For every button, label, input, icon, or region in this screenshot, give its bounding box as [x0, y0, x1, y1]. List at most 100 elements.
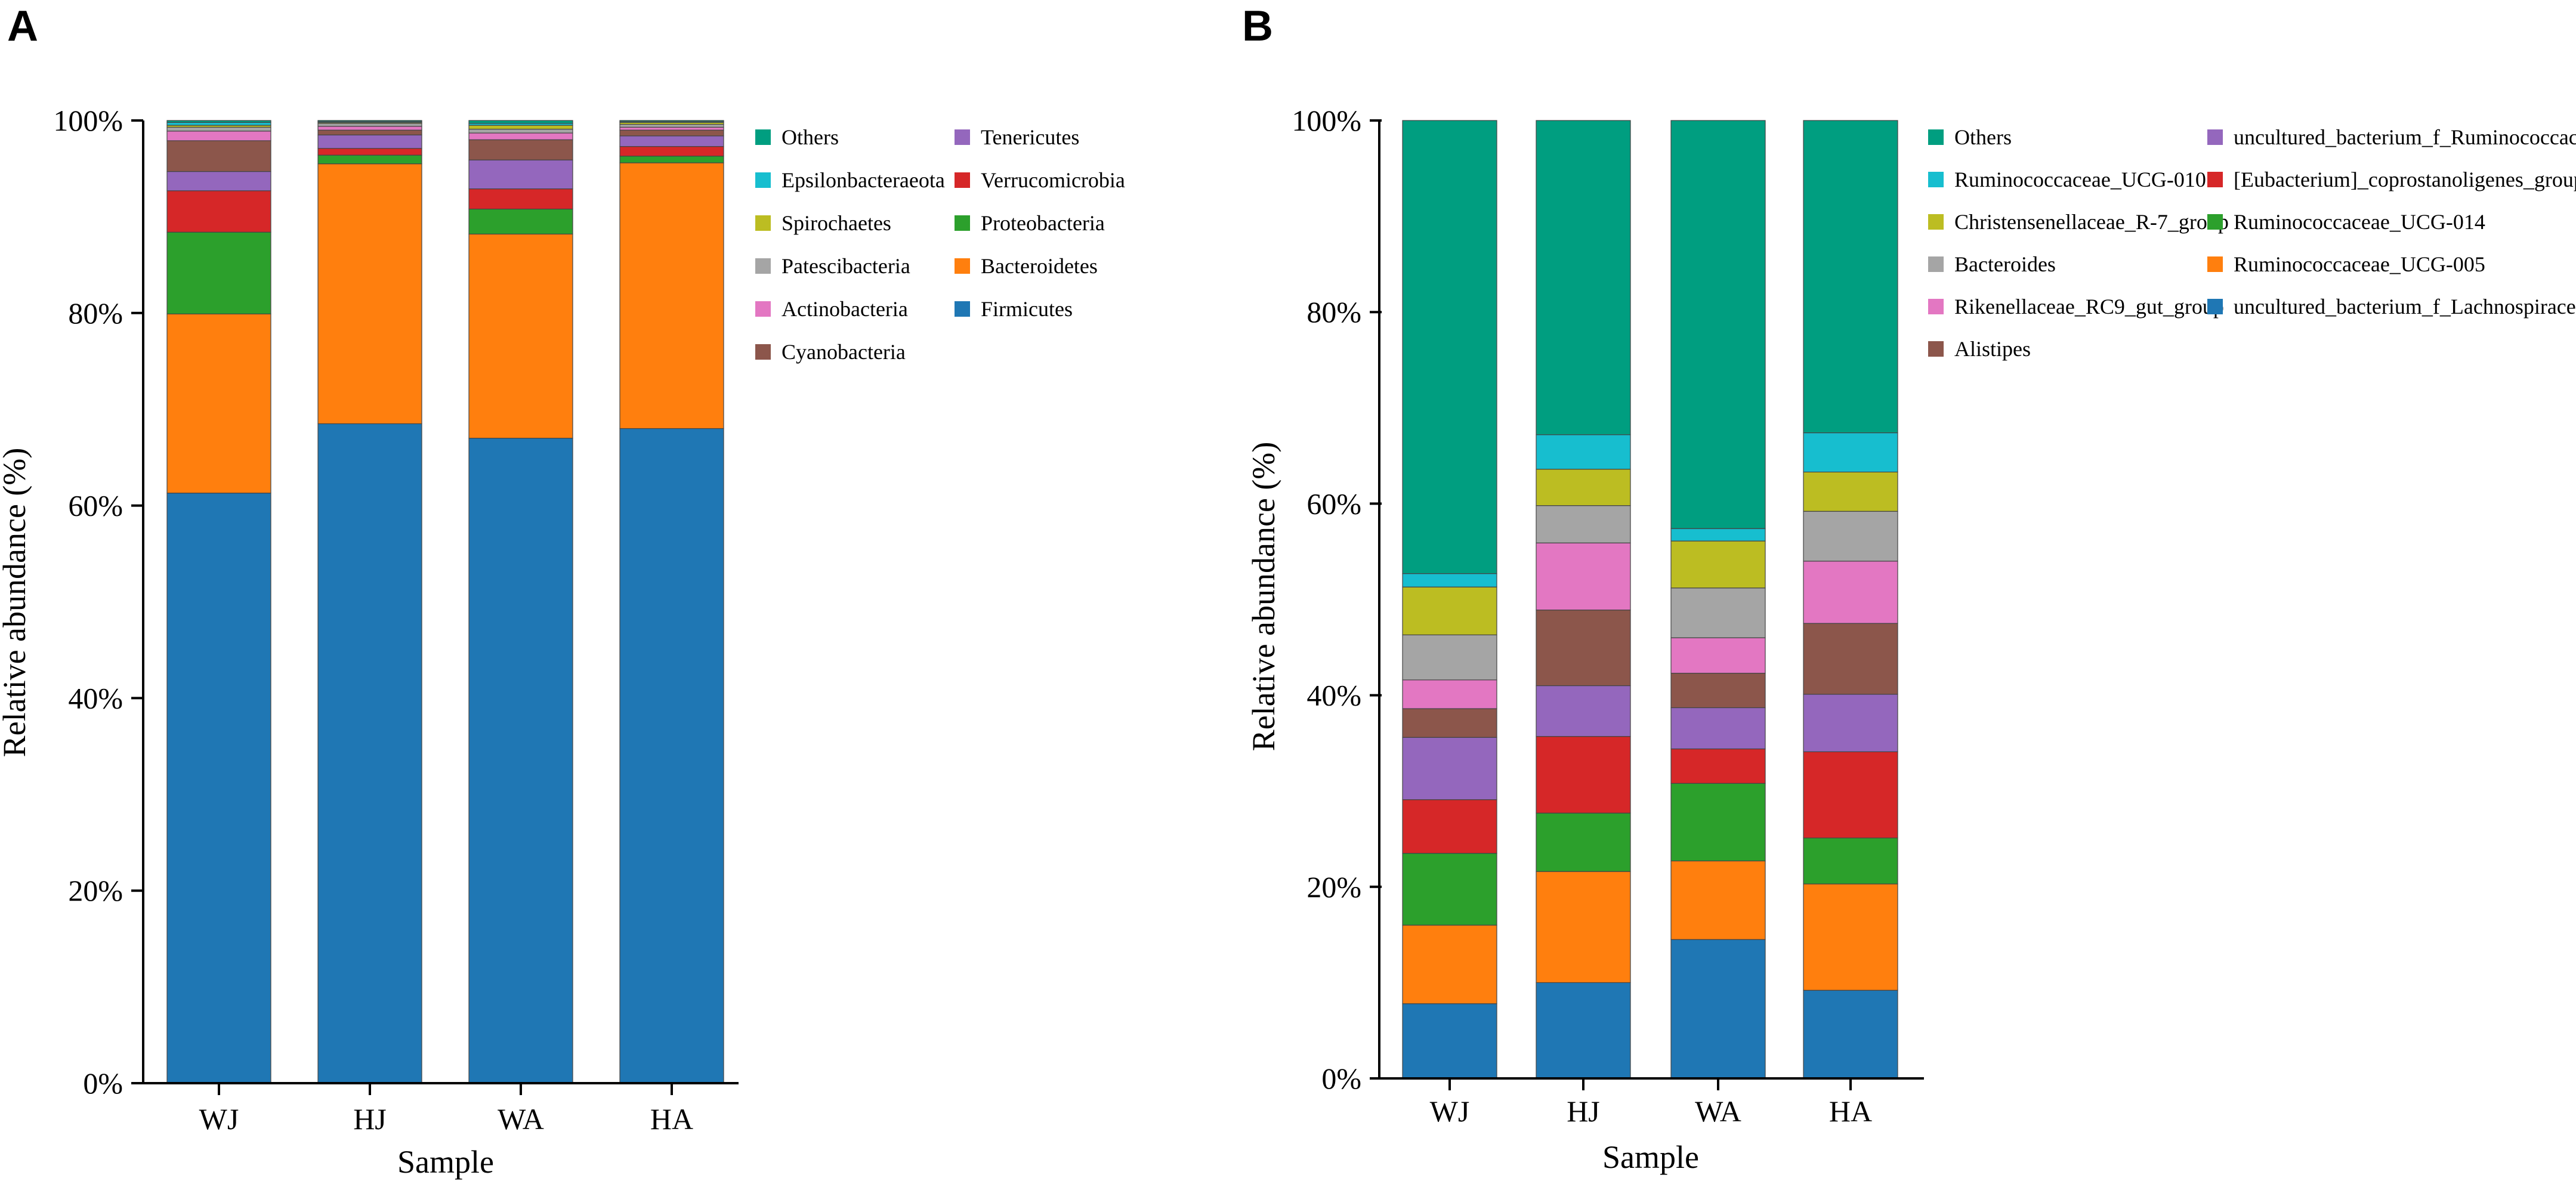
- panel-a-bar-wa-firmicutes: [468, 438, 573, 1084]
- panel-b-bar-ha-eubacterium-coprostanoligenes-group: [1803, 751, 1898, 839]
- panel-a-letter: A: [7, 2, 38, 50]
- panel-a-bar-wj-proteobacteria: [166, 231, 271, 315]
- panel-b-bar-wj-uncultured-bacterium-f-ruminococcaceae: [1402, 737, 1497, 800]
- panel-b-bar-wa-alistipes: [1670, 673, 1766, 709]
- panel-b: B 0% 20% 40% 60% 80% 100% WJ HJ WA HA Sample Rel…: [1242, 2, 2576, 1175]
- panel-a-bar-wa-actinobacteria: [468, 132, 573, 140]
- panel-b-bar-hj-eubacterium-coprostanoligenes-group: [1536, 736, 1631, 814]
- panel-a-legend-swatch-spirochaetes: [755, 215, 771, 231]
- panel-b-bar-hj-alistipes: [1536, 610, 1631, 687]
- panel-b-legend-label-rikenellaceae-rc9-gut-group: Rikenellaceae_RC9_gut_group: [1954, 295, 2224, 319]
- panel-b-letter: B: [1242, 2, 1273, 50]
- panel-a-bar-wj-firmicutes: [166, 493, 271, 1084]
- panel-a-legend-swatch-actinobacteria: [755, 301, 771, 317]
- panel-a-bar-hj-patescibacteria: [317, 123, 422, 127]
- panel-b-bar-hj-uncultured-bacterium-f-ruminococcaceae: [1536, 685, 1631, 737]
- panel-a-bar-hj-bacteroidetes: [317, 163, 422, 425]
- panel-a-x-tick-label-hj: HJ: [353, 1102, 387, 1136]
- panel-a-x-tick-label-wj: WJ: [199, 1102, 239, 1136]
- panel-a-y-axis-title: Relative abundance (%): [0, 448, 32, 758]
- panel-b-bar-wa-uncultured-bacterium-f-lachnospiraceae: [1670, 939, 1766, 1079]
- panel-a-legend-swatch-verrucomicrobia: [955, 172, 970, 188]
- panel-b-bar-hj-ruminococcaceae-ucg-014: [1536, 812, 1631, 872]
- panel-b-bar-hj-ruminococcaceae-ucg-010: [1536, 434, 1631, 470]
- panel-b-legend-label-uncultured-bacterium-f-lachnospiraceae: uncultured_bacterium_f_Lachnospiraceae: [2234, 295, 2576, 319]
- panel-b-y-axis-title: Relative abundance (%): [1246, 442, 1281, 752]
- panel-b-bar-hj-rikenellaceae-rc9-gut-group: [1536, 542, 1631, 611]
- panel-b-bar-wj-rikenellaceae-rc9-gut-group: [1402, 679, 1497, 709]
- panel-b-legend-label-ruminococcaceae-ucg-010: Ruminococcaceae_UCG-010: [1954, 168, 2206, 191]
- panel-a-y-tick-label: 20%: [68, 874, 123, 907]
- panel-b-bar-ha-ruminococcaceae-ucg-005: [1803, 883, 1898, 991]
- panel-b-legend-label-bacteroides: Bacteroides: [1954, 252, 2056, 276]
- panel-a-bars: [166, 120, 724, 1084]
- panel-a-legend-label-others: Others: [782, 125, 839, 149]
- panel-a-bar-wj-cyanobacteria: [166, 140, 271, 172]
- panel-a-bar-wj-tenericutes: [166, 171, 271, 191]
- panel-b-bar-ha-bacteroides: [1803, 511, 1898, 562]
- panel-a-y-tick-label: 0%: [83, 1066, 123, 1100]
- panel-b-x-tick-label-wa: WA: [1695, 1095, 1741, 1128]
- panel-b-legend-label-ruminococcaceae-ucg-005: Ruminococcaceae_UCG-005: [2234, 252, 2485, 276]
- panel-a-legend-swatch-bacteroidetes: [955, 258, 970, 274]
- panel-a-bar-wj-patescibacteria: [166, 126, 271, 132]
- panel-a-legend-label-verrucomicrobia: Verrucomicrobia: [981, 168, 1125, 192]
- panel-a-legend: Others Tenericutes Epsilonbacteraeota Verru…: [755, 125, 1125, 364]
- panel-b-x-tick-label-hj: HJ: [1567, 1095, 1600, 1128]
- panel-b-x-tick-label-ha: HA: [1829, 1095, 1872, 1128]
- panel-a-bar-wj-actinobacteria: [166, 131, 271, 141]
- panel-b-bar-hj-others: [1536, 120, 1631, 435]
- panel-b-legend-swatch-uncultured-bacterium-f-lachnospiraceae: [2207, 299, 2223, 314]
- panel-b-bar-wj-ruminococcaceae-ucg-014: [1402, 852, 1497, 926]
- panel-b-bar-ha-uncultured-bacterium-f-lachnospiraceae: [1803, 990, 1898, 1079]
- panel-b-x-ticks: WJ HJ WA HA: [1430, 1078, 1872, 1128]
- panel-a-bar-wa-patescibacteria: [468, 128, 573, 134]
- panel-b-legend-label-uncultured-bacterium-f-ruminococcaceae: uncultured_bacterium_f_Ruminococcaceae: [2234, 125, 2576, 149]
- panel-b-bar-wj-uncultured-bacterium-f-lachnospiraceae: [1402, 1003, 1497, 1079]
- panel-a-legend-swatch-tenericutes: [955, 129, 970, 145]
- panel-a-y-tick-label: 80%: [68, 296, 123, 330]
- panel-a-bar-wa-verrucomicrobia: [468, 188, 573, 210]
- panel-b-bar-ha-alistipes: [1803, 623, 1898, 695]
- panel-b-legend-label-christensenellaceae-r-7-group: Christensenellaceae_R-7_group: [1954, 210, 2229, 234]
- panel-a-legend-label-epsilonbacteraeota: Epsilonbacteraeota: [782, 168, 945, 192]
- panel-a-x-axis-title: Sample: [397, 1144, 494, 1180]
- panel-a-legend-label-cyanobacteria: Cyanobacteria: [782, 340, 906, 364]
- panel-b-bar-wa-ruminococcaceae-ucg-005: [1670, 860, 1766, 940]
- panel-b-bar-ha-rikenellaceae-rc9-gut-group: [1803, 561, 1898, 624]
- panel-a-legend-swatch-proteobacteria: [955, 215, 970, 231]
- panel-b-legend-swatch-rikenellaceae-rc9-gut-group: [1928, 299, 1944, 314]
- panel-b-bar-wj-ruminococcaceae-ucg-010: [1402, 573, 1497, 588]
- panel-b-y-tick-label: 20%: [1306, 870, 1361, 904]
- panel-b-legend-swatch-uncultured-bacterium-f-ruminococcaceae: [2207, 129, 2223, 145]
- panel-b-bar-wa-rikenellaceae-rc9-gut-group: [1670, 637, 1766, 674]
- panel-b-legend-label-eubacterium-coprostanoligenes-group: [Eubacterium]_coprostanoligenes_group: [2234, 168, 2576, 191]
- panel-b-bar-wj-christensenellaceae-r-7-group: [1402, 586, 1497, 636]
- panel-a-bar-wa-proteobacteria: [468, 208, 573, 235]
- panel-a-legend-swatch-cyanobacteria: [755, 344, 771, 360]
- panel-a-legend-label-bacteroidetes: Bacteroidetes: [981, 254, 1098, 278]
- panel-a-y-ticks: 0% 20% 40% 60% 80% 100%: [53, 104, 143, 1100]
- panel-a-bar-hj-others: [317, 120, 422, 122]
- panel-b-bar-ha-others: [1803, 120, 1898, 434]
- panel-a-bar-ha-actinobacteria: [619, 126, 724, 131]
- panel-b-y-tick-label: 0%: [1321, 1062, 1361, 1095]
- panel-a-x-tick-label-ha: HA: [650, 1102, 693, 1136]
- panel-a-legend-swatch-epsilonbacteraeota: [755, 172, 771, 188]
- panel-a-bar-wa-bacteroidetes: [468, 233, 573, 439]
- panel-a-bar-hj-verrucomicrobia: [317, 148, 422, 156]
- panel-a-bar-ha-others: [619, 120, 724, 122]
- panel-b-bar-wj-ruminococcaceae-ucg-005: [1402, 925, 1497, 1004]
- panel-a-x-tick-label-wa: WA: [498, 1102, 544, 1136]
- panel-a-bar-wa-cyanobacteria: [468, 139, 573, 160]
- panel-a-bar-wj-others: [166, 120, 271, 123]
- panel-a-bar-ha-cyanobacteria: [619, 129, 724, 137]
- panel-a-bar-wj-verrucomicrobia: [166, 190, 271, 233]
- panel-a-legend-label-proteobacteria: Proteobacteria: [981, 211, 1105, 235]
- panel-b-legend-swatch-others: [1928, 129, 1944, 145]
- panel-b-bar-wa-christensenellaceae-r-7-group: [1670, 540, 1766, 589]
- panel-a-bar-hj-tenericutes: [317, 134, 422, 149]
- panel-b-legend: Others uncultured_bacterium_f_Ruminococca…: [1928, 125, 2576, 361]
- panel-b-y-ticks: 0% 20% 40% 60% 80% 100%: [1292, 104, 1382, 1095]
